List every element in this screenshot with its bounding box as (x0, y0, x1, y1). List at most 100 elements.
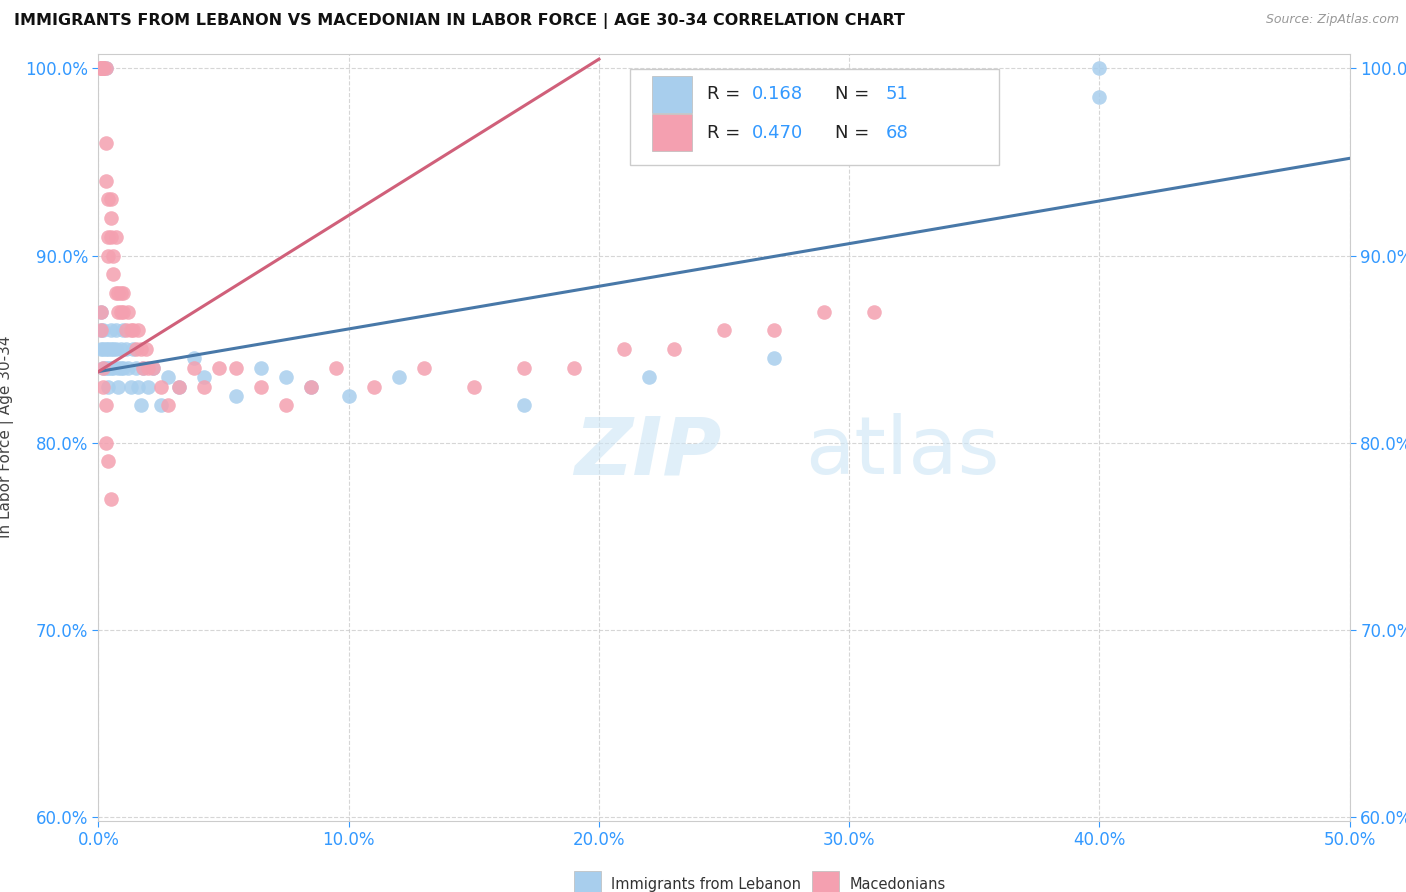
Point (94, 62, 117, 76)
FancyBboxPatch shape (811, 871, 839, 892)
Point (150, 379, 173, 393)
Point (183, 360, 205, 375)
Point (90, 323, 112, 337)
Point (110, 360, 132, 375)
FancyBboxPatch shape (574, 871, 602, 892)
Point (713, 323, 735, 337)
Point (104, 230, 127, 244)
Point (90, 62, 112, 76)
Point (97, 193, 120, 207)
Point (94, 342, 117, 356)
Point (412, 360, 434, 375)
Point (274, 398, 298, 412)
Point (103, 249, 125, 263)
Text: 0.470: 0.470 (752, 123, 803, 142)
Point (120, 379, 142, 393)
Point (100, 323, 122, 337)
Point (103, 342, 125, 356)
Point (225, 360, 247, 375)
Point (90, 62, 112, 76)
Point (299, 379, 322, 393)
Point (117, 360, 139, 375)
Point (122, 323, 145, 337)
Point (93, 62, 115, 76)
Point (90, 62, 112, 76)
Text: 68: 68 (886, 123, 908, 142)
Point (93, 360, 115, 375)
Point (93, 323, 115, 337)
Point (103, 360, 125, 375)
FancyBboxPatch shape (651, 76, 692, 112)
Point (142, 360, 165, 375)
Point (250, 379, 273, 393)
Point (107, 285, 129, 300)
Y-axis label: In Labor Force | Age 30-34: In Labor Force | Age 30-34 (0, 335, 14, 539)
Text: R =: R = (707, 123, 745, 142)
Point (97, 342, 120, 356)
Point (103, 268, 125, 282)
Point (125, 342, 148, 356)
Point (463, 379, 485, 393)
Text: R =: R = (707, 85, 745, 103)
Text: IMMIGRANTS FROM LEBANON VS MACEDONIAN IN LABOR FORCE | AGE 30-34 CORRELATION CHA: IMMIGRANTS FROM LEBANON VS MACEDONIAN IN… (14, 13, 905, 29)
Point (638, 370, 661, 384)
Point (662, 342, 685, 356)
Point (100, 360, 122, 375)
Point (193, 370, 215, 384)
Text: ZIP: ZIP (574, 413, 721, 491)
Point (100, 230, 122, 244)
Point (93, 62, 115, 76)
Point (97, 379, 120, 393)
Point (94, 360, 117, 375)
Text: Source: ZipAtlas.com: Source: ZipAtlas.com (1265, 13, 1399, 27)
Point (100, 193, 122, 207)
Point (110, 342, 132, 356)
Point (813, 304, 835, 318)
Point (763, 323, 786, 337)
Point (562, 360, 585, 375)
Point (183, 351, 205, 366)
Point (90, 62, 112, 76)
Point (274, 370, 298, 384)
Point (127, 323, 149, 337)
Point (157, 370, 180, 384)
Point (763, 351, 786, 366)
Point (94, 136, 117, 151)
Point (94, 174, 117, 188)
Point (110, 304, 132, 318)
Point (337, 389, 360, 403)
Point (1088, 62, 1111, 76)
Point (613, 342, 636, 356)
Point (97, 454, 120, 468)
Point (104, 323, 127, 337)
Point (207, 360, 229, 375)
Point (93, 62, 115, 76)
Point (97, 249, 120, 263)
Point (97, 230, 120, 244)
Text: Macedonians: Macedonians (849, 877, 945, 892)
Point (94, 62, 117, 76)
Text: 51: 51 (886, 85, 908, 103)
Text: 0.168: 0.168 (752, 85, 803, 103)
Point (513, 360, 536, 375)
Point (115, 323, 138, 337)
Point (93, 360, 115, 375)
Point (142, 360, 165, 375)
Point (863, 304, 886, 318)
Point (112, 323, 135, 337)
Point (93, 62, 115, 76)
Point (100, 342, 122, 356)
Point (193, 379, 215, 393)
Point (93, 379, 115, 393)
Point (107, 379, 129, 393)
Point (150, 398, 173, 412)
Point (90, 323, 112, 337)
Point (110, 285, 132, 300)
Point (90, 304, 112, 318)
FancyBboxPatch shape (651, 114, 692, 151)
Point (115, 342, 138, 356)
Point (104, 342, 127, 356)
Point (299, 379, 322, 393)
Point (167, 379, 190, 393)
Point (363, 379, 385, 393)
